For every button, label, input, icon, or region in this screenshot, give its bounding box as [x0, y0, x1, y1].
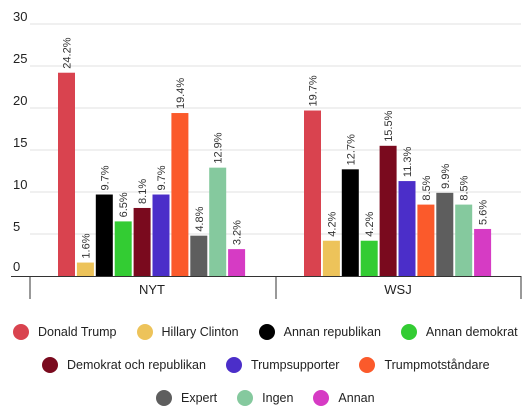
data-labels: 24.2% 1.6% 9.7% 6.5% 8.1% 9.7% 19.4% 4.8% 12.9% 3… — [62, 37, 490, 258]
bar — [171, 113, 189, 276]
bar — [436, 192, 454, 276]
bar — [379, 145, 397, 276]
bar — [474, 228, 492, 276]
y-tick-label: 5 — [13, 219, 20, 234]
bar — [417, 204, 435, 276]
bar — [228, 249, 246, 276]
data-label: 19.4% — [175, 78, 187, 109]
bar — [76, 262, 94, 276]
legend-item[interactable]: Trumpmotståndare — [359, 357, 490, 373]
legend-item[interactable]: Annan demokrat — [400, 324, 518, 340]
legend-swatch — [400, 324, 417, 340]
bar — [398, 181, 416, 276]
legend-label: Donald Trump — [38, 325, 117, 339]
legend-label: Demokrat och republikan — [67, 358, 206, 372]
legend-label: Trumpmotståndare — [384, 358, 490, 372]
data-label: 15.5% — [383, 110, 395, 141]
legend-swatch — [313, 390, 330, 406]
y-tick-label: 15 — [13, 135, 27, 150]
legend-item[interactable]: Annan republikan — [258, 324, 381, 340]
bar — [95, 194, 113, 276]
bar-chart: 0 5 10 15 20 25 30 24.2% 1.6% 9.7% 6.5% 8.1% 9.7% 19… — [11, 9, 522, 299]
data-label: 9.7% — [99, 165, 111, 190]
legend-item[interactable]: Donald Trump — [13, 324, 117, 340]
legend-label: Expert — [181, 391, 218, 405]
legend-swatch — [225, 357, 242, 373]
bar — [304, 110, 321, 277]
y-tick-label: 25 — [13, 51, 27, 66]
x-axis: NYT WSJ — [11, 276, 522, 299]
legend-label: Hillary Clinton — [161, 325, 239, 339]
data-label: 9.9% — [440, 164, 452, 189]
bar — [133, 207, 151, 276]
data-label: 4.8% — [194, 206, 206, 231]
legend-row: Donald Trump Hillary Clinton Annan republi… — [13, 324, 531, 340]
legend-label: Annan — [338, 391, 375, 405]
y-tick-label: 0 — [13, 259, 20, 274]
legend-label: Annan demokrat — [425, 325, 518, 339]
legend-swatch — [42, 357, 58, 373]
legend-item[interactable]: Trumpsupporter — [225, 357, 340, 373]
data-label: 4.2% — [326, 211, 338, 236]
bar — [190, 235, 208, 276]
legend-swatch — [156, 390, 172, 406]
data-label: 24.2% — [62, 37, 74, 68]
data-label: 3.2% — [232, 220, 244, 245]
data-label: 12.9% — [213, 132, 225, 163]
legend-row: Demokrat och republikan Trumpsupporter Tru… — [42, 357, 510, 373]
bars — [58, 72, 492, 277]
bar — [341, 169, 359, 276]
y-tick-label: 30 — [13, 9, 27, 24]
data-label: 1.6% — [80, 233, 92, 258]
legend-label: Ingen — [262, 391, 294, 405]
bar — [58, 72, 75, 276]
data-label: 9.7% — [156, 165, 168, 190]
legend-swatch — [13, 324, 29, 340]
legend-swatch — [237, 390, 254, 406]
bar — [152, 194, 170, 276]
bar — [455, 204, 473, 276]
data-label: 11.3% — [402, 146, 414, 177]
data-label: 6.5% — [118, 192, 130, 217]
legend-item[interactable]: Hillary Clinton — [136, 324, 239, 340]
bar — [322, 240, 340, 276]
legend-item[interactable]: Ingen — [237, 390, 293, 406]
data-label: 5.6% — [478, 200, 490, 225]
legend-label: Trumpsupporter — [250, 358, 340, 372]
legend-item[interactable]: Expert — [156, 390, 217, 406]
data-label: 4.2% — [364, 211, 376, 236]
legend-swatch — [136, 324, 153, 340]
legend-row: Expert Ingen Annan — [156, 390, 395, 406]
x-tick-label: WSJ — [384, 282, 411, 297]
y-tick-label: 20 — [13, 93, 27, 108]
y-axis-ticks: 0 5 10 15 20 25 30 — [13, 9, 27, 274]
y-tick-label: 10 — [13, 177, 27, 192]
data-label: 12.7% — [345, 134, 357, 165]
bar — [360, 240, 378, 276]
data-label: 8.1% — [137, 179, 149, 204]
data-label: 8.5% — [459, 175, 471, 200]
bar — [114, 221, 132, 276]
legend-swatch — [359, 357, 376, 373]
legend-label: Annan republikan — [283, 325, 381, 339]
data-label: 19.7% — [308, 75, 320, 106]
data-label: 8.5% — [421, 175, 433, 200]
bar — [209, 167, 227, 276]
legend-item[interactable]: Demokrat och republikan — [42, 357, 206, 373]
legend-swatch — [258, 324, 275, 340]
legend-item[interactable]: Annan — [313, 390, 375, 406]
x-tick-label: NYT — [139, 282, 165, 297]
